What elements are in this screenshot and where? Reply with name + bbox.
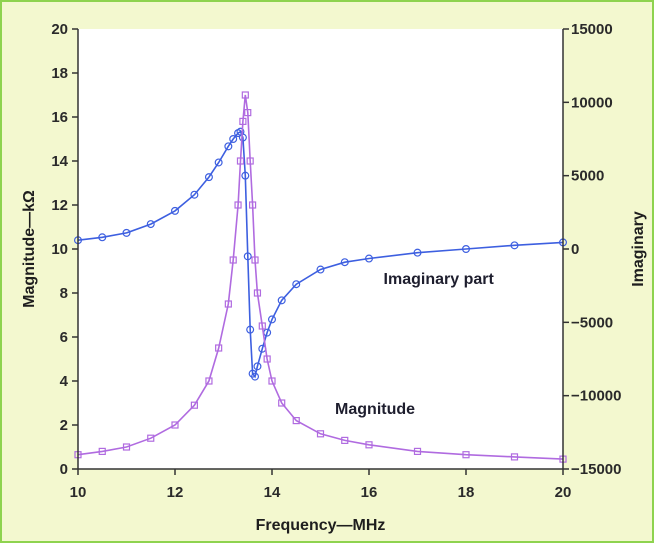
data-point-magnitude <box>147 434 155 442</box>
x-tick-label: 12 <box>167 484 184 501</box>
data-point-imaginary <box>316 265 325 274</box>
data-point-imaginary <box>241 171 250 180</box>
data-point-imaginary <box>224 142 233 151</box>
y2-tick-label: 10000 <box>571 94 613 111</box>
plot-area <box>78 29 563 469</box>
data-point-imaginary <box>268 315 277 324</box>
data-point-imaginary <box>251 372 260 381</box>
data-point-magnitude <box>268 377 276 385</box>
y2-tick-label: 15000 <box>571 21 613 38</box>
data-point-imaginary <box>365 254 374 263</box>
data-point-imaginary <box>253 362 262 371</box>
annotation-magnitude: Magnitude <box>335 401 415 418</box>
data-point-imaginary <box>292 280 301 289</box>
data-point-imaginary <box>146 220 155 229</box>
data-point-magnitude <box>205 377 213 385</box>
data-point-magnitude <box>510 453 519 461</box>
data-point-imaginary <box>340 258 349 267</box>
data-point-magnitude <box>171 421 179 429</box>
data-point-magnitude <box>224 300 232 308</box>
x-tick-label: 18 <box>458 484 475 501</box>
data-point-magnitude <box>341 436 349 444</box>
y-tick-label: 18 <box>51 65 68 82</box>
data-point-magnitude <box>365 441 373 449</box>
y2-axis-title: Imaginary <box>630 211 647 287</box>
data-point-imaginary <box>229 135 238 144</box>
data-point-magnitude <box>190 401 198 409</box>
data-point-magnitude <box>122 443 131 451</box>
data-point-magnitude <box>236 157 245 165</box>
y-tick-label: 12 <box>51 197 68 214</box>
x-axis-title: Frequency—MHz <box>256 517 386 534</box>
y-tick-label: 0 <box>60 461 68 478</box>
data-point-magnitude <box>278 399 286 407</box>
y2-tick-label: −5000 <box>571 314 613 331</box>
data-point-magnitude <box>234 201 242 209</box>
y2-tick-label: −15000 <box>571 461 621 478</box>
data-point-magnitude <box>292 417 300 425</box>
data-point-magnitude <box>413 447 422 455</box>
y-tick-label: 4 <box>60 373 69 390</box>
data-point-magnitude <box>241 91 249 99</box>
y2-tick-label: 0 <box>571 241 579 258</box>
y-tick-label: 2 <box>60 417 68 434</box>
data-point-magnitude <box>258 322 266 330</box>
data-point-magnitude <box>253 289 262 297</box>
data-point-magnitude <box>316 430 325 438</box>
data-point-magnitude <box>263 355 271 363</box>
data-point-imaginary <box>277 296 286 305</box>
y-tick-label: 20 <box>51 21 68 38</box>
x-tick-label: 10 <box>70 484 87 501</box>
x-tick-label: 16 <box>361 484 378 501</box>
annotation-imaginary-part: Imaginary part <box>384 271 495 288</box>
data-point-imaginary <box>462 245 471 254</box>
data-point-imaginary <box>413 248 422 257</box>
data-point-imaginary <box>122 228 131 237</box>
series-line-magnitude <box>77 94 564 460</box>
data-point-imaginary <box>98 233 107 242</box>
y2-tick-label: −10000 <box>571 388 621 405</box>
x-tick-label: 14 <box>264 484 281 501</box>
data-point-magnitude <box>98 447 106 455</box>
data-point-imaginary <box>246 325 255 334</box>
y-tick-label: 14 <box>51 153 68 170</box>
y-tick-label: 8 <box>60 285 68 302</box>
y-axis-title: Magnitude—kΩ <box>21 190 38 308</box>
data-point-imaginary <box>243 252 252 261</box>
y-tick-label: 6 <box>60 329 68 346</box>
data-point-imaginary <box>214 158 223 167</box>
data-point-magnitude <box>239 117 247 126</box>
data-point-imaginary <box>171 206 180 215</box>
data-point-magnitude <box>462 451 470 459</box>
data-point-magnitude <box>251 256 259 264</box>
data-point-magnitude <box>215 344 223 352</box>
data-point-imaginary <box>190 190 199 199</box>
data-point-magnitude <box>246 157 254 165</box>
data-point-magnitude <box>249 201 257 209</box>
y-tick-label: 16 <box>51 109 68 126</box>
y2-tick-label: 5000 <box>571 168 604 185</box>
data-point-imaginary <box>510 241 519 250</box>
series-line-imaginary <box>77 130 564 379</box>
data-point-magnitude <box>229 256 237 264</box>
data-point-magnitude <box>244 108 252 117</box>
x-tick-label: 20 <box>555 484 572 501</box>
y-tick-label: 10 <box>51 241 68 258</box>
data-point-imaginary <box>204 173 213 182</box>
